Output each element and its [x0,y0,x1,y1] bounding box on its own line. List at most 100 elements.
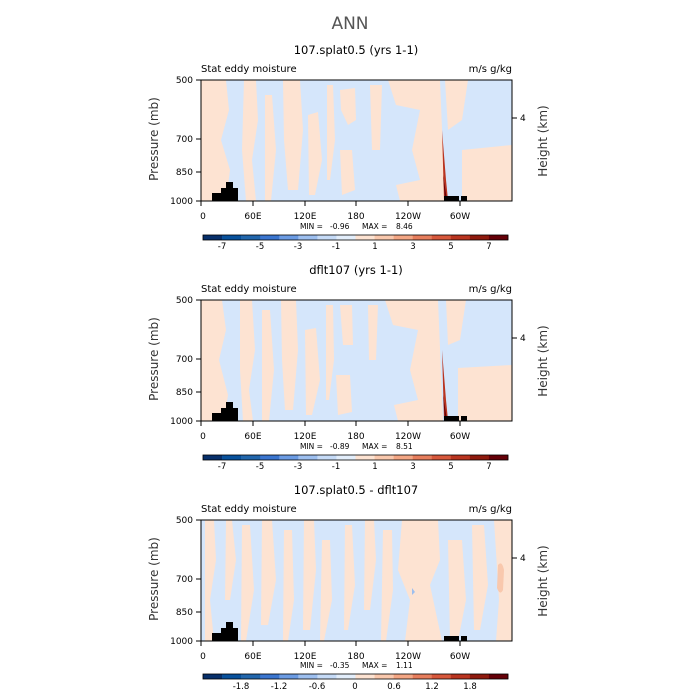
x-tick-label: 120W [395,652,421,662]
colorbar-swatch [336,235,356,240]
colorbar-tick-label: -7 [218,242,226,252]
y-axis-label: Pressure (mb) [147,317,161,401]
positive-band [201,300,228,421]
x-tick-label: 120E [294,212,317,222]
stat-min-label: MIN = [300,222,323,231]
y-ticks: 500 700 850 1000 [170,516,201,647]
colorbar-swatch [317,235,337,240]
x-tick-label: 120E [294,652,317,662]
colorbar-tick-label: -0.6 [309,682,326,692]
y-right-ticks: 4 [512,114,526,124]
positive-band [340,305,353,345]
colorbar-frame [202,234,509,241]
stat-max-value: 1.11 [396,661,413,670]
positive-band [326,305,334,400]
max-core [442,130,448,200]
field-label: Stat eddy moisture [201,64,297,75]
y-tick-label: 500 [176,296,193,306]
colorbar-swatch [488,455,509,460]
min-core [412,588,415,595]
positive-band [283,530,294,641]
positive-band [327,85,335,180]
colorbar-swatch [488,235,509,240]
colorbar-tick-label: -1 [332,242,340,252]
x-tick-label: 60E [244,212,261,222]
positive-anomaly-bands [205,520,512,641]
figure-title: ANN [331,14,368,34]
colorbar-tick-label: 7 [486,462,491,472]
stat-max-value: 8.46 [396,222,413,231]
panel-2: dflt107 (yrs 1-1) Stat eddy moisture m/s… [147,263,550,472]
colorbar-swatch [203,674,223,679]
colorbar-swatch [431,674,452,679]
y-ticks: 500 700 850 1000 [170,296,201,427]
colorbar-tick-label: -1 [332,462,340,472]
positive-band [320,540,332,641]
x-tick-label: 120W [395,212,421,222]
colorbar-tick-label: 7 [486,242,491,252]
y-tick-label: 700 [176,575,193,585]
colorbar-tick-label: 0 [352,682,357,692]
colorbar-swatch [298,674,318,679]
y-axis-right-label: Height (km) [536,105,550,176]
x-tick-label: 180 [347,652,364,662]
colorbar-swatch [203,455,223,460]
x-tick-label: 180 [347,212,364,222]
colorbar: -7 -5 -3 -1 1 3 5 7 [202,234,509,252]
x-tick-label: 120W [395,432,421,442]
topography [212,622,467,641]
colorbar-swatch [393,674,413,679]
positive-band [446,300,466,345]
colorbar-swatch [222,674,242,679]
colorbar-swatch [431,455,452,460]
positive-anomaly-bands [201,80,512,201]
y-right-ticks: 4 [512,554,526,564]
colorbar-swatch [241,235,261,240]
colorbar-swatch [393,455,413,460]
colorbar-swatch [260,455,280,460]
positive-band [381,530,393,641]
panel-title: dflt107 (yrs 1-1) [309,263,403,277]
colorbar: -7 -5 -3 -1 1 3 5 7 [202,454,509,472]
x-ticks: 0 60E 120E 180 120W 60W [200,421,470,442]
units-label: m/s g/kg [469,284,512,295]
positive-band [344,525,355,630]
stat-min-label: MIN = [300,442,323,451]
plot-area [200,519,513,642]
positive-band [265,95,276,201]
colorbar-swatch [450,455,471,460]
positive-band [240,300,255,421]
x-tick-label: 0 [200,432,206,442]
colorbar-swatch [374,235,394,240]
colorbar-swatch [317,674,337,679]
colorbar-tick-label: -5 [256,242,264,252]
y-tick-label: 1000 [170,637,193,647]
stats-line: MIN = -0.96 MAX = 8.46 [300,222,413,231]
y-right-tick-label: 4 [520,554,526,564]
panel-1: 107.splat0.5 (yrs 1-1) Stat eddy moistur… [147,43,550,252]
positive-band [241,525,254,641]
x-ticks: 0 60E 120E 180 120W 60W [200,201,470,222]
positive-band [225,520,236,600]
colorbar-tick-label: 0.6 [387,682,401,692]
y-tick-label: 500 [176,76,193,86]
positive-band [370,85,382,150]
y-right-tick-label: 4 [520,334,526,344]
units-label: m/s g/kg [469,504,512,515]
topography-block [444,416,459,421]
max-core [497,563,504,593]
x-tick-label: 0 [200,212,206,222]
field-label: Stat eddy moisture [201,284,297,295]
colorbar-ticks: -7 -5 -3 -1 1 3 5 7 [218,242,492,252]
positive-band [398,520,442,641]
x-tick-label: 60W [450,432,470,442]
colorbar-tick-label: 3 [410,242,415,252]
colorbar-frame [202,673,509,680]
colorbar-swatch [279,455,299,460]
stat-max-label: MAX = [362,442,387,451]
x-tick-label: 60W [450,652,470,662]
colorbar-tick-label: 1 [372,462,377,472]
stat-max-value: 8.51 [396,442,413,451]
y-tick-label: 1000 [170,417,193,427]
colorbar-frame [202,454,509,461]
